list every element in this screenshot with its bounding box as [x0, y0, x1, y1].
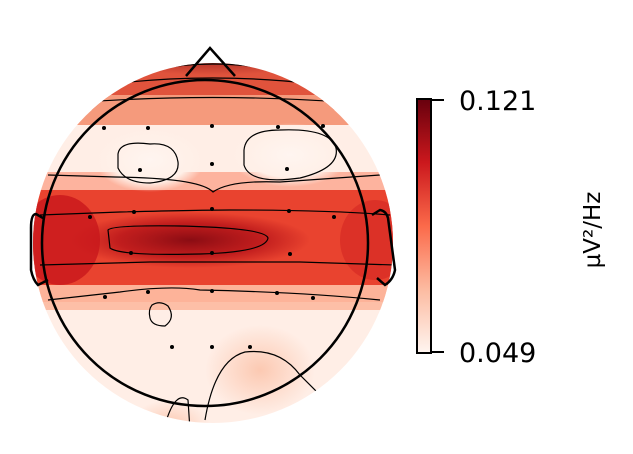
sensor-markers [88, 124, 336, 349]
topomap-field [33, 63, 393, 423]
head-outline [29, 46, 397, 408]
right-ear-outline [371, 208, 397, 287]
head-circle [40, 78, 370, 408]
colorbar-max-label: 0.121 [459, 86, 536, 117]
colorbar: 0.121 0.049 µV²/Hz [416, 86, 606, 369]
contour-lines [39, 63, 393, 423]
left-ear-outline [29, 212, 49, 287]
nose-outline [185, 46, 236, 77]
colorbar-title: µV²/Hz [580, 192, 606, 269]
colorbar-min-label: 0.049 [459, 338, 536, 369]
colorbar-gradient [416, 98, 432, 354]
